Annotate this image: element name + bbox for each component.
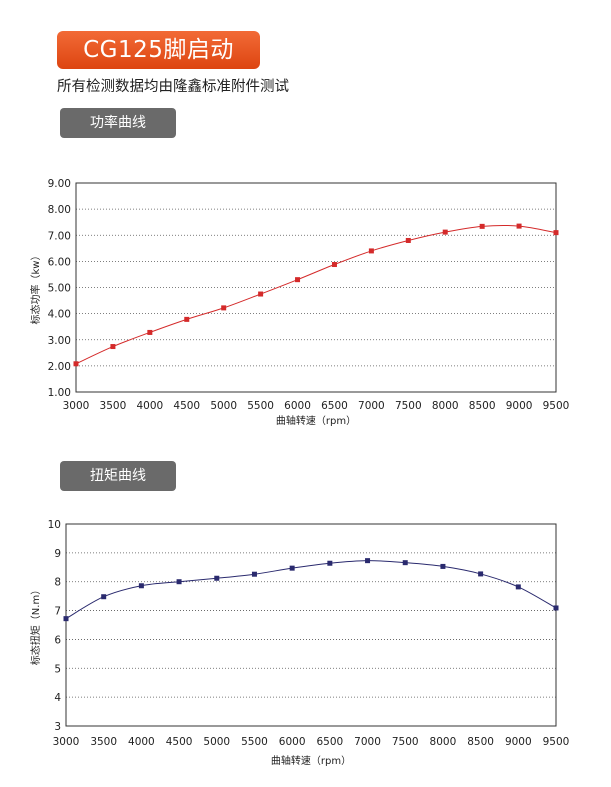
power-x-tick-label: 5500	[247, 400, 274, 412]
power-data-point	[405, 237, 411, 243]
torque-data-point	[214, 575, 220, 581]
torque-data-point	[251, 571, 257, 577]
power-y-tick-label: 5.00	[48, 283, 71, 295]
torque-x-tick-label: 5000	[203, 736, 230, 748]
torque-plot-frame	[65, 523, 557, 727]
torque-data-point	[553, 605, 559, 611]
power-y-tick-label: 8.00	[48, 204, 71, 216]
torque-x-tick-label: 6000	[279, 736, 306, 748]
torque-x-tick-label: 4500	[166, 736, 193, 748]
power-x-tick-label: 6000	[284, 400, 311, 412]
torque-y-axis-label: 标态扭矩（N.m）	[29, 585, 42, 665]
power-data-point	[110, 344, 116, 350]
subtitle: 所有检测数据均由隆鑫标准附件测试	[57, 79, 289, 95]
power-y-tick-label: 9.00	[48, 178, 71, 190]
torque-x-tick-label: 9500	[543, 736, 570, 748]
power-y-tick-label: 7.00	[48, 230, 71, 242]
power-data-point	[479, 223, 485, 229]
power-y-tick-label: 3.00	[48, 335, 71, 347]
torque-x-tick-label: 8000	[430, 736, 457, 748]
power-y-tick-label: 6.00	[48, 256, 71, 268]
power-data-point	[184, 316, 190, 322]
power-x-tick-label: 8000	[432, 400, 459, 412]
power-data-point	[516, 223, 522, 229]
torque-data-point	[63, 616, 69, 622]
power-chart: 1.00 2.00 3.00 4.00 5.00 6.00 7.00 8.00 9.00 3000…	[29, 178, 569, 427]
power-x-tick-label: 7500	[395, 400, 422, 412]
torque-x-tick-label: 3500	[90, 736, 117, 748]
power-data-point	[295, 277, 301, 283]
power-data-point	[258, 291, 264, 297]
torque-data-point	[327, 560, 333, 566]
torque-data-point	[101, 594, 107, 600]
torque-y-tick-label: 7	[54, 606, 61, 618]
power-data-point	[221, 305, 227, 311]
power-y-tick-label: 2.00	[48, 361, 71, 373]
power-curve-title: 功率曲线	[60, 108, 176, 138]
power-x-tick-label: 3000	[63, 400, 90, 412]
torque-y-tick-label: 3	[54, 721, 61, 733]
power-x-tick-label: 4500	[173, 400, 200, 412]
torque-data-point	[440, 563, 446, 569]
power-x-tick-label: 9500	[543, 400, 570, 412]
torque-data-point	[138, 583, 144, 589]
power-data-point	[147, 329, 153, 335]
power-series-line	[75, 224, 557, 365]
torque-x-tick-label: 7500	[392, 736, 419, 748]
banner-title: CG125脚启动	[57, 31, 260, 69]
torque-data-point	[402, 560, 408, 566]
power-y-axis-label: 标态功率（kw）	[29, 251, 42, 325]
torque-curve-title: 扭矩曲线	[60, 461, 176, 491]
torque-chart: 3 4 5 6 7 8 9 10 3000 3500 4000 4500 5000 5500 6000 650…	[29, 519, 569, 767]
torque-y-tick-label: 10	[48, 519, 61, 531]
power-data-point	[73, 361, 79, 367]
torque-y-tick-label: 6	[54, 634, 61, 646]
power-x-tick-label: 4000	[136, 400, 163, 412]
power-x-tick-label: 9000	[506, 400, 533, 412]
power-x-tick-label: 8500	[469, 400, 496, 412]
power-plot-frame	[75, 182, 557, 393]
power-data-point	[442, 229, 448, 235]
torque-data-point	[365, 558, 371, 564]
torque-data-point	[176, 579, 182, 585]
torque-y-tick-label: 4	[54, 692, 61, 704]
power-x-tick-label: 6500	[321, 400, 348, 412]
power-y-tick-label: 1.00	[48, 387, 71, 399]
torque-x-tick-label: 6500	[316, 736, 343, 748]
power-x-tick-label: 7000	[358, 400, 385, 412]
power-x-tick-label: 5000	[210, 400, 237, 412]
torque-y-tick-label: 5	[54, 663, 61, 675]
power-data-point	[368, 248, 374, 254]
torque-x-tick-label: 9000	[505, 736, 532, 748]
torque-x-tick-label: 3000	[53, 736, 80, 748]
power-y-tick-label: 4.00	[48, 309, 71, 321]
torque-data-point	[515, 584, 521, 590]
torque-x-tick-label: 8500	[467, 736, 494, 748]
power-data-point	[553, 230, 559, 236]
torque-x-tick-label: 7000	[354, 736, 381, 748]
torque-data-point	[478, 571, 484, 577]
power-data-point	[331, 262, 337, 268]
power-x-axis-label: 曲轴转速（rpm）	[276, 414, 356, 427]
torque-y-tick-label: 8	[54, 577, 61, 589]
torque-data-point	[289, 565, 295, 571]
torque-x-axis-label: 曲轴转速（rpm）	[271, 754, 351, 767]
torque-series-line	[65, 560, 557, 620]
torque-y-tick-label: 9	[54, 548, 61, 560]
torque-x-tick-label: 5500	[241, 736, 268, 748]
power-x-tick-label: 3500	[100, 400, 127, 412]
torque-x-tick-label: 4000	[128, 736, 155, 748]
